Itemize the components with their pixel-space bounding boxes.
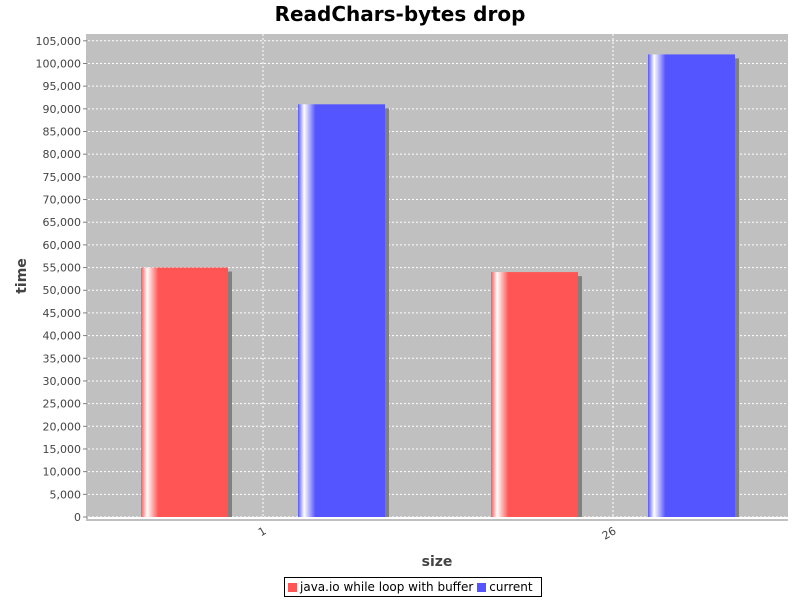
legend-item: java.io while loop with buffer — [288, 580, 473, 594]
y-tick-label: 105,000 — [36, 35, 82, 48]
y-tick-label: 20,000 — [43, 420, 82, 433]
y-tick-label: 55,000 — [43, 262, 82, 275]
legend-label: java.io while loop with buffer — [300, 580, 474, 594]
y-tick-label: 15,000 — [43, 443, 82, 456]
x-axis-label: size — [422, 554, 453, 570]
chart-title: ReadChars-bytes drop — [274, 2, 526, 26]
x-tick-label: 1 — [256, 524, 269, 539]
y-tick-label: 50,000 — [43, 284, 82, 297]
y-tick-label: 95,000 — [43, 80, 82, 93]
bar-current-26 — [648, 54, 735, 518]
y-tick-label: 30,000 — [43, 375, 82, 388]
y-tick-label: 75,000 — [43, 171, 82, 184]
y-tick-label: 70,000 — [43, 194, 82, 207]
y-axis-label: time — [14, 258, 30, 294]
y-tick-label: 40,000 — [43, 330, 82, 343]
legend-swatch — [477, 582, 487, 592]
y-tick-label: 25,000 — [43, 398, 82, 411]
legend: java.io while loop with buffer current — [284, 577, 542, 597]
y-tick-label: 65,000 — [43, 216, 82, 229]
bar-java-io-while-loop-with-buffer-1 — [141, 267, 228, 517]
y-tick-label: 85,000 — [43, 126, 82, 139]
legend-swatch — [288, 582, 297, 592]
y-tick-label: 0 — [74, 511, 81, 524]
axes — [86, 34, 788, 521]
y-tick-label: 45,000 — [43, 307, 82, 320]
y-tick-labels: 0 5,000 10,000 15,000 20,000 25,000 30,000 35,0… — [36, 35, 87, 524]
y-tick-label: 5,000 — [50, 488, 82, 501]
bar-java-io-while-loop-with-buffer-26 — [491, 272, 578, 517]
y-tick-label: 35,000 — [43, 352, 82, 365]
legend-label: current — [489, 580, 533, 594]
y-tick-label: 100,000 — [36, 57, 82, 70]
y-tick-label: 60,000 — [43, 239, 82, 252]
y-tick-label: 10,000 — [43, 466, 82, 479]
legend-item: current — [477, 580, 533, 594]
x-tick-labels: 1 26 — [256, 524, 619, 542]
x-tick-label: 26 — [600, 524, 619, 542]
y-tick-label: 90,000 — [43, 103, 82, 116]
bars — [141, 54, 739, 518]
y-tick-label: 80,000 — [43, 148, 82, 161]
bar-current-1 — [298, 104, 385, 517]
